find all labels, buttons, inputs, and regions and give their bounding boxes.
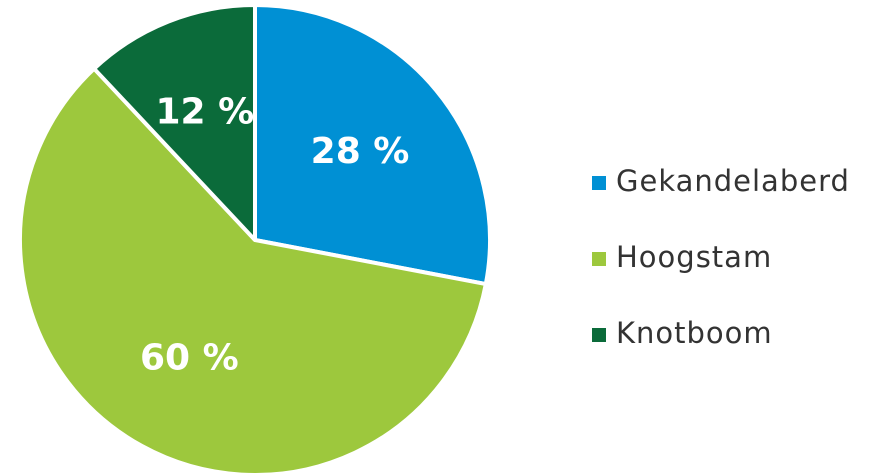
- legend-swatch: [592, 176, 606, 190]
- legend-swatch: [592, 328, 606, 342]
- legend-label: Knotboom: [616, 316, 773, 350]
- pie-slice: [92, 3, 257, 242]
- value-label: 28 %: [311, 131, 410, 172]
- legend-swatch: [592, 252, 606, 266]
- legend-label: Gekandelaberd: [616, 164, 850, 198]
- pie-slice: [253, 3, 492, 287]
- value-label: 60 %: [140, 337, 239, 378]
- legend-label: Hoogstam: [616, 240, 772, 274]
- value-label: 12 %: [155, 91, 254, 132]
- pie-slice: [18, 66, 488, 475]
